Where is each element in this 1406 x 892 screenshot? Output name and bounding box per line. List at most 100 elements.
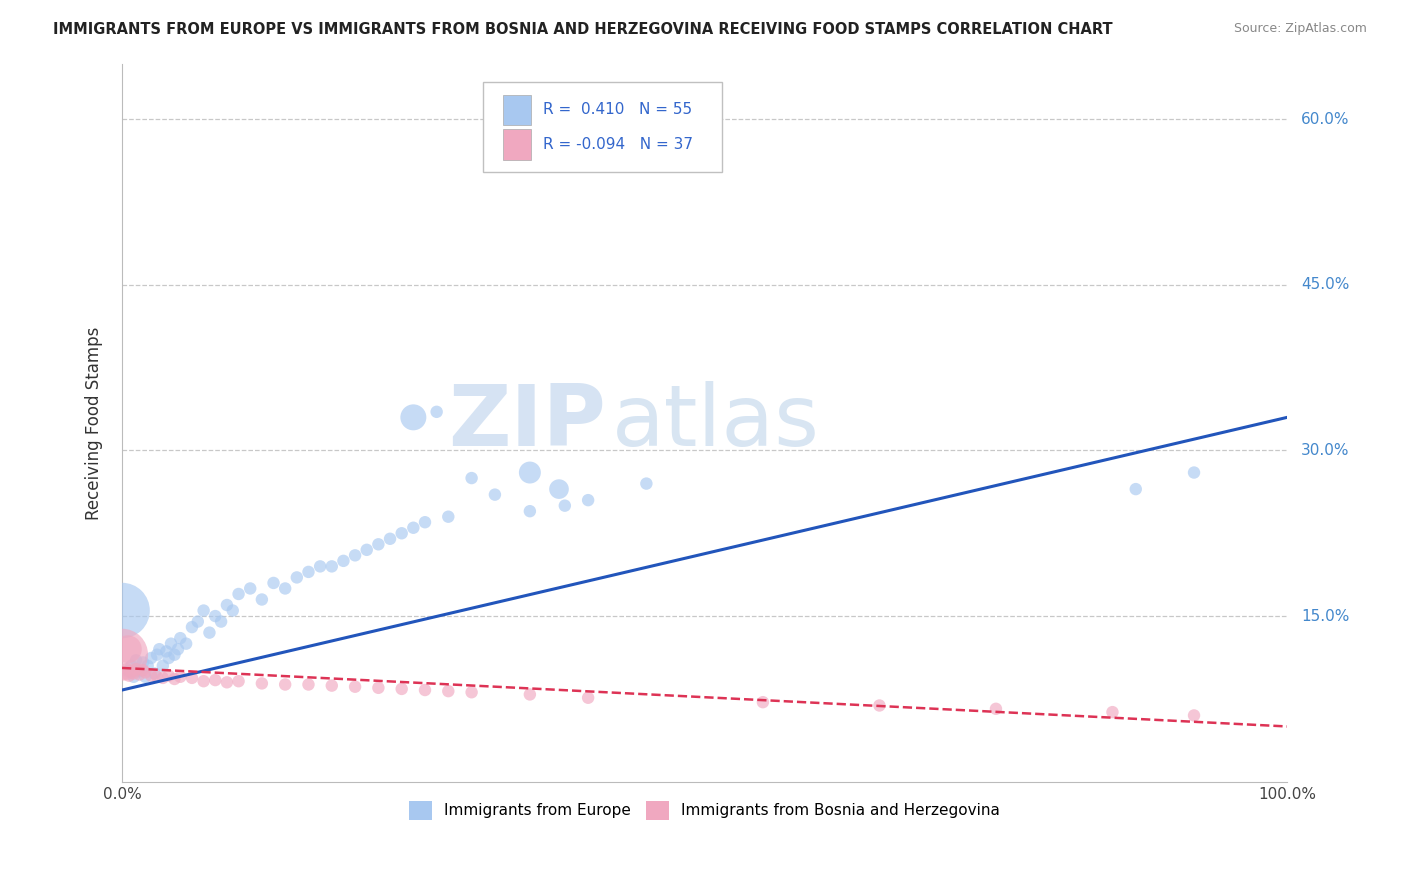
Point: [125, 653, 148, 667]
Text: IMMIGRANTS FROM EUROPE VS IMMIGRANTS FROM BOSNIA AND HERZEGOVINA RECEIVING FOOD : IMMIGRANTS FROM EUROPE VS IMMIGRANTS FRO…: [53, 22, 1114, 37]
Point: [391, 681, 413, 696]
Text: R =  0.410   N = 55: R = 0.410 N = 55: [543, 103, 692, 118]
Point: [391, 526, 413, 541]
Text: ZIP: ZIP: [449, 382, 606, 465]
Point: [460, 685, 482, 699]
Point: [169, 670, 191, 684]
Point: [228, 587, 250, 601]
Point: [636, 476, 658, 491]
Point: [122, 666, 145, 681]
Point: [868, 698, 890, 713]
Point: [143, 666, 166, 681]
Point: [402, 521, 425, 535]
Point: [576, 493, 599, 508]
Point: [484, 488, 506, 502]
Point: [174, 637, 197, 651]
Point: [437, 684, 460, 698]
Point: [157, 668, 180, 682]
Point: [132, 663, 155, 677]
Point: [263, 576, 285, 591]
Point: [136, 658, 159, 673]
Point: [309, 559, 332, 574]
Point: [367, 681, 389, 695]
Point: [152, 671, 174, 685]
Point: [132, 656, 155, 670]
Text: 60.0%: 60.0%: [1301, 112, 1350, 127]
Text: Source: ZipAtlas.com: Source: ZipAtlas.com: [1233, 22, 1367, 36]
Point: [193, 674, 215, 689]
Point: [554, 499, 576, 513]
Point: [984, 702, 1007, 716]
Point: [152, 658, 174, 673]
Point: [120, 658, 142, 673]
Point: [169, 631, 191, 645]
Point: [576, 690, 599, 705]
Point: [215, 675, 238, 690]
Point: [321, 559, 343, 574]
Point: [148, 642, 170, 657]
Text: atlas: atlas: [612, 382, 820, 465]
Point: [111, 648, 134, 662]
Point: [1101, 705, 1123, 719]
Point: [163, 648, 186, 662]
Point: [274, 677, 297, 691]
Point: [125, 662, 148, 676]
Point: [274, 582, 297, 596]
Point: [155, 644, 177, 658]
Point: [117, 642, 139, 657]
Point: [187, 615, 209, 629]
Point: [204, 609, 226, 624]
Point: [115, 662, 138, 676]
Point: [239, 582, 262, 596]
Point: [157, 651, 180, 665]
Point: [128, 665, 150, 679]
Point: [426, 405, 449, 419]
Point: [344, 680, 367, 694]
Point: [146, 648, 169, 662]
Point: [437, 509, 460, 524]
Point: [181, 671, 204, 685]
Point: [141, 668, 163, 682]
Point: [332, 554, 354, 568]
Text: 45.0%: 45.0%: [1301, 277, 1350, 293]
Point: [356, 542, 378, 557]
Legend: Immigrants from Europe, Immigrants from Bosnia and Herzegovina: Immigrants from Europe, Immigrants from …: [404, 795, 1007, 826]
Point: [122, 670, 145, 684]
Point: [134, 665, 156, 680]
Bar: [503, 129, 531, 160]
Point: [117, 665, 139, 679]
Point: [222, 603, 245, 617]
Point: [402, 410, 425, 425]
Point: [167, 642, 190, 657]
Point: [460, 471, 482, 485]
Point: [134, 670, 156, 684]
Point: [344, 549, 367, 563]
Point: [413, 683, 436, 698]
Text: 15.0%: 15.0%: [1301, 608, 1350, 624]
Point: [519, 688, 541, 702]
Point: [204, 673, 226, 687]
Point: [118, 668, 141, 682]
Point: [367, 537, 389, 551]
Point: [181, 620, 204, 634]
Text: 30.0%: 30.0%: [1301, 443, 1350, 458]
Point: [297, 677, 319, 691]
Point: [163, 672, 186, 686]
Point: [215, 598, 238, 612]
Text: R = -0.094   N = 37: R = -0.094 N = 37: [543, 137, 693, 152]
Point: [519, 466, 541, 480]
Point: [128, 667, 150, 681]
Point: [112, 666, 135, 681]
Bar: [503, 95, 531, 125]
Point: [285, 570, 308, 584]
Point: [193, 603, 215, 617]
Point: [120, 665, 142, 679]
Y-axis label: Receiving Food Stamps: Receiving Food Stamps: [86, 326, 103, 519]
Point: [548, 482, 571, 496]
Point: [519, 504, 541, 518]
Point: [250, 676, 273, 690]
Point: [209, 615, 232, 629]
Point: [1182, 466, 1205, 480]
Point: [1125, 482, 1147, 496]
Point: [228, 674, 250, 689]
